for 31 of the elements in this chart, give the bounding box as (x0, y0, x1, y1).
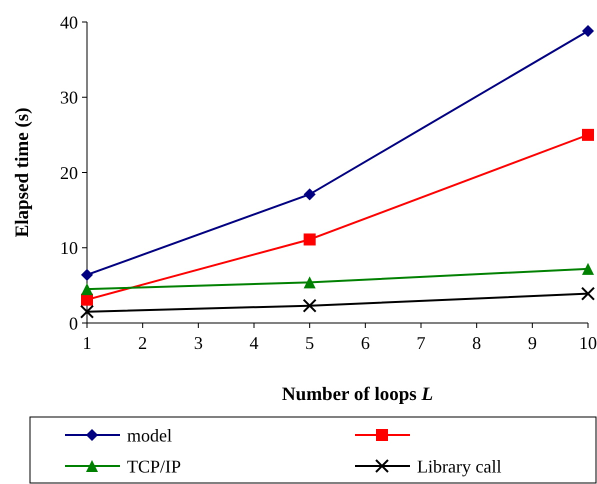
point (304, 233, 316, 246)
x-tick-label: 10 (579, 333, 597, 353)
x-axis-title: Number of loops L (282, 384, 434, 405)
x-tick-label: 9 (528, 333, 537, 353)
x-tick-label: 8 (472, 333, 482, 353)
x-tick-label: 5 (305, 333, 314, 353)
point (582, 128, 594, 141)
point (81, 283, 93, 296)
x-tick-label: 3 (194, 333, 203, 353)
point (582, 25, 594, 38)
y-tick-label: 40 (60, 12, 78, 32)
point (81, 268, 93, 281)
y-tick-label: 10 (60, 238, 78, 258)
point (304, 276, 316, 288)
x-tick-label: 4 (250, 333, 258, 353)
legend-label: TCP/IP (127, 456, 182, 476)
legend-label: model (127, 425, 172, 446)
y-tick-label: 30 (60, 88, 78, 108)
x-tick-label: 2 (138, 333, 148, 353)
x-tick-label: 7 (416, 333, 426, 353)
point (302, 298, 317, 313)
point (582, 262, 594, 275)
point (304, 188, 316, 200)
x-tick-label: 6 (360, 333, 370, 353)
y-axis-title: Elapsed time (s) (12, 108, 33, 238)
point (581, 286, 595, 301)
x-tick-label: 1 (82, 333, 92, 353)
y-tick-label: 0 (69, 313, 78, 334)
legend-label: Library call (417, 456, 502, 476)
y-tick-label: 20 (60, 162, 78, 183)
point (80, 304, 94, 319)
